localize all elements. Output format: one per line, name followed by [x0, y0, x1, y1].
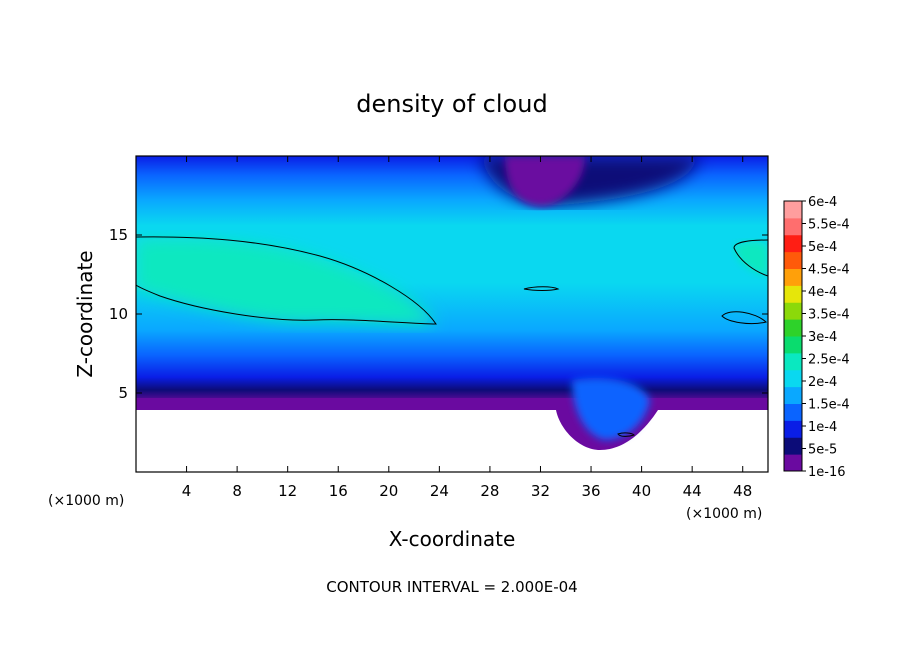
chart-title: density of cloud [356, 90, 547, 118]
x-tick-label: 44 [683, 482, 702, 500]
colorbar-label: 5e-5 [808, 443, 837, 458]
colorbar-swatch [784, 234, 802, 253]
x-unit-right: (×1000 m) [686, 506, 762, 522]
x-tick-label: 12 [278, 482, 297, 500]
contour-interval-note: CONTOUR INTERVAL = 2.000E-04 [326, 578, 577, 596]
x-tick-label: 20 [379, 482, 398, 500]
colorbar-swatch [784, 386, 802, 404]
contour-lines [135, 236, 769, 437]
contour-line-main [135, 236, 437, 325]
density-region-valley [572, 377, 650, 440]
colorbar: 1e-16 5e-5 1e-4 1.5e-4 2e-4 2.5e-4 3e-4 3.5e-4 4… [783, 195, 850, 480]
x-tick-label: 36 [581, 482, 600, 500]
colorbar-swatch [784, 268, 802, 286]
density-region-right [734, 241, 768, 276]
colorbar-label: 1e-4 [808, 420, 837, 435]
x-tick-label: 8 [232, 482, 242, 500]
colorbar-label: 6e-4 [808, 195, 837, 210]
terrain-mask [136, 410, 768, 472]
x-tick-label: 48 [733, 482, 752, 500]
colorbar-swatch [784, 302, 802, 320]
colorbar-swatch [784, 251, 802, 269]
x-axis-label: X-coordinate [389, 527, 516, 551]
y-tick-label: 5 [118, 384, 128, 402]
y-axis-ticks: 5 10 15 [109, 226, 768, 402]
y-tick-label: 10 [109, 305, 128, 323]
colorbar-label: 1e-16 [808, 465, 846, 480]
colorbar-label: 4e-4 [808, 285, 837, 300]
x-tick-label: 4 [182, 482, 192, 500]
colorbar-swatch [784, 336, 802, 354]
colorbar-label: 3.5e-4 [808, 308, 850, 323]
colorbar-swatch [784, 201, 802, 219]
colorbar-label: 3e-4 [808, 330, 837, 345]
colorbar-swatch [784, 437, 802, 455]
colorbar-swatch [784, 217, 802, 236]
colorbar-label: 2.5e-4 [808, 353, 850, 368]
colorbar-swatch [784, 454, 802, 472]
colorbar-swatch [784, 319, 802, 337]
plot-area [136, 156, 768, 472]
x-tick-label: 32 [531, 482, 550, 500]
contour-line-right-upper [733, 239, 769, 277]
density-region-high [136, 238, 436, 325]
x-unit-left: (×1000 m) [48, 493, 124, 509]
colorbar-swatch [784, 352, 802, 371]
colorbar-label: 5.5e-4 [808, 218, 850, 233]
x-axis-ticks: 4 8 12 16 20 24 28 32 36 40 44 48 [182, 156, 752, 500]
colorbar-swatch [784, 403, 802, 421]
contour-line-valley [617, 432, 635, 437]
contour-line-small [523, 286, 560, 291]
x-tick-label: 24 [430, 482, 449, 500]
colorbar-swatch [784, 285, 802, 303]
colorbar-label: 2e-4 [808, 375, 837, 390]
colorbar-swatch [784, 420, 802, 438]
x-tick-label: 40 [632, 482, 651, 500]
contour-line-right-lower [721, 311, 768, 325]
y-tick-label: 15 [109, 226, 128, 244]
density-region-min-top [505, 156, 585, 206]
x-tick-label: 28 [480, 482, 499, 500]
x-tick-label: 16 [329, 482, 348, 500]
y-axis-label: Z-coordinate [73, 250, 97, 377]
colorbar-label: 1.5e-4 [808, 398, 850, 413]
colorbar-label: 4.5e-4 [808, 263, 850, 278]
colorbar-swatch [784, 369, 802, 388]
colorbar-label: 5e-4 [808, 240, 837, 255]
density-region-ground-band [136, 398, 768, 410]
